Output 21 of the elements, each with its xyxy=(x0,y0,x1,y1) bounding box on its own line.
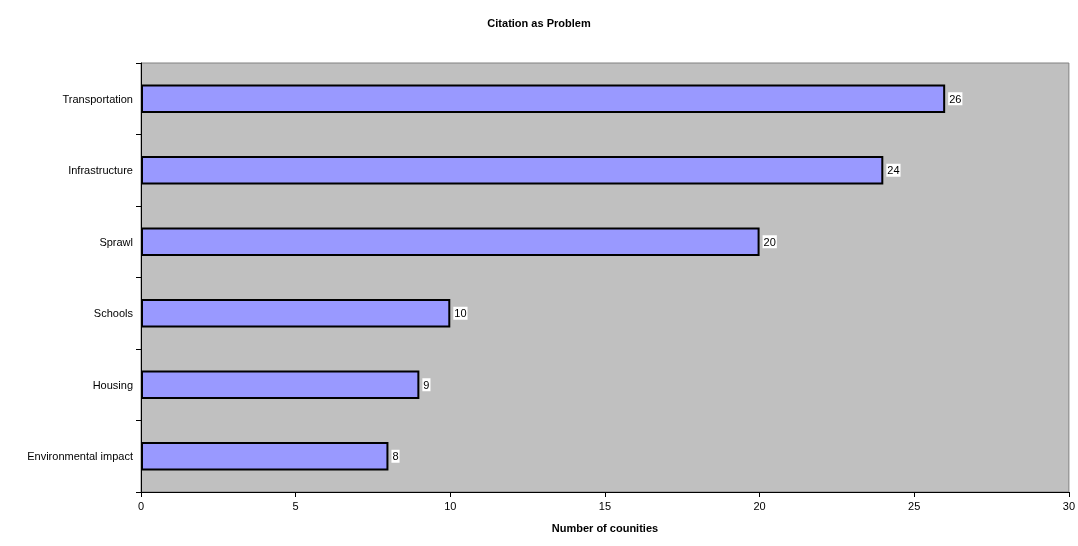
data-label: 8 xyxy=(392,450,399,463)
data-label: 24 xyxy=(887,164,900,177)
x-tick-label: 10 xyxy=(444,499,457,512)
x-tick-label: 5 xyxy=(292,499,299,512)
data-label: 9 xyxy=(423,378,430,391)
data-label: 10 xyxy=(454,307,467,320)
x-tick-label: 30 xyxy=(1062,499,1076,512)
x-axis-title: Number of counities xyxy=(551,521,659,534)
y-tick-label: Environmental impact xyxy=(27,450,133,463)
data-label: 26 xyxy=(949,92,962,105)
x-tick-label: 15 xyxy=(598,499,612,512)
y-tick-label: Infrastructure xyxy=(68,164,133,177)
y-tick-label: Sprawl xyxy=(99,235,133,248)
x-tick-label: 25 xyxy=(908,499,921,512)
data-label: 20 xyxy=(763,235,776,248)
y-tick-label: Transportation xyxy=(62,92,133,105)
y-tick-label: Housing xyxy=(92,378,133,391)
y-tick-label: Schools xyxy=(93,307,134,320)
x-tick-label: 20 xyxy=(753,499,766,512)
chart-title: Citation as Problem xyxy=(487,16,591,29)
x-tick-label: 0 xyxy=(137,499,145,512)
